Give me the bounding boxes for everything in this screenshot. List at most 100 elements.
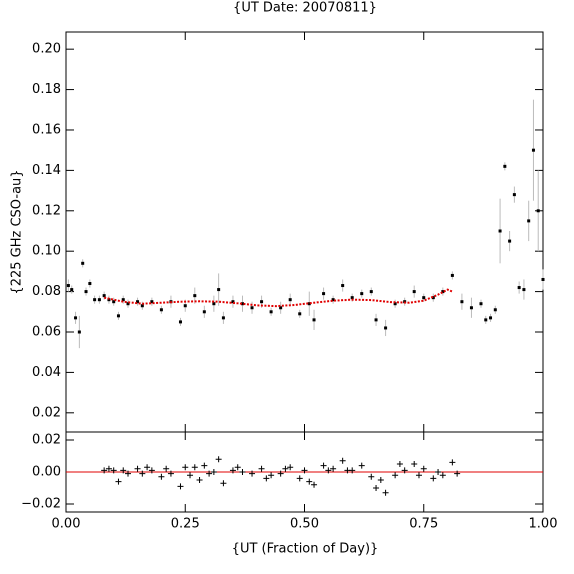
data-point	[522, 288, 526, 292]
data-point	[508, 239, 512, 243]
data-point	[393, 302, 397, 306]
data-point	[312, 318, 316, 322]
residual-point	[258, 465, 265, 472]
chart-title: {UT Date: 20070811}	[233, 1, 377, 16]
y-tick-label: 0.08	[32, 284, 61, 299]
residual-point	[449, 459, 456, 466]
y-tick-label: 0.02	[32, 405, 61, 420]
residual-point	[415, 472, 422, 479]
residual-point	[134, 465, 141, 472]
data-point	[517, 286, 521, 290]
data-point	[217, 288, 221, 292]
residual-point	[229, 467, 236, 474]
residual-point	[220, 480, 227, 487]
data-point	[77, 330, 81, 334]
data-point	[298, 312, 302, 316]
residual-point	[368, 473, 375, 480]
residual-point	[435, 469, 442, 475]
plot-frame	[65, 31, 544, 433]
residual-point	[110, 467, 117, 474]
y-tick-label: 0.02	[32, 433, 61, 448]
data-point	[121, 298, 125, 302]
residual-point	[296, 475, 303, 482]
data-point	[212, 302, 216, 306]
x-tick-label: 1.00	[529, 517, 558, 532]
residual-point	[277, 470, 284, 477]
x-axis-label: {UT (Fraction of Day)}	[232, 542, 379, 557]
data-point	[150, 300, 154, 304]
data-point	[116, 314, 120, 318]
data-point	[536, 209, 540, 213]
residual-point	[105, 465, 112, 472]
data-point	[331, 298, 335, 302]
data-point	[136, 300, 140, 304]
x-tick-label: 0.50	[290, 517, 319, 532]
residual-point	[320, 462, 327, 469]
residual-point	[177, 483, 184, 490]
data-point	[97, 298, 101, 302]
data-point	[512, 193, 516, 197]
data-point	[240, 302, 244, 306]
residual-point	[239, 469, 246, 475]
data-point	[441, 290, 445, 294]
data-point	[88, 282, 92, 286]
y-tick-label: 0.16	[32, 122, 61, 137]
residual-point	[301, 467, 308, 474]
residual-point	[401, 467, 408, 474]
data-point	[412, 290, 416, 294]
data-point	[183, 304, 187, 308]
residual-point	[287, 464, 294, 471]
residual-point	[411, 461, 418, 467]
residual-point	[187, 472, 194, 479]
y-tick-label: 0.20	[32, 42, 61, 57]
fit-line	[103, 288, 453, 308]
residual-point	[358, 462, 365, 469]
data-point	[484, 318, 488, 322]
data-point	[70, 288, 74, 292]
data-point	[531, 148, 535, 152]
data-point	[231, 300, 235, 304]
x-tick-label: 0.25	[171, 517, 200, 532]
residual-point	[163, 465, 170, 472]
residual-point	[249, 470, 256, 477]
residual-point	[382, 489, 389, 496]
data-point	[102, 294, 106, 298]
data-point	[322, 292, 326, 296]
data-point	[178, 320, 182, 324]
residual-point	[396, 461, 403, 467]
data-point	[527, 219, 531, 223]
residual-point	[206, 470, 213, 477]
data-point	[126, 302, 130, 306]
data-point	[74, 316, 78, 320]
residual-point	[101, 467, 108, 474]
data-point	[460, 300, 464, 304]
data-point	[159, 308, 163, 312]
data-point	[112, 300, 116, 304]
data-point	[66, 284, 70, 288]
data-point	[202, 310, 206, 314]
data-point	[93, 298, 97, 302]
data-point	[350, 296, 354, 300]
y-tick-label: 0.12	[32, 203, 61, 218]
y-tick-label: 0.10	[32, 244, 61, 259]
data-point	[193, 294, 197, 298]
data-point	[288, 298, 292, 302]
residual-point	[325, 467, 332, 474]
residual-point	[339, 457, 346, 464]
residual-point	[120, 467, 127, 474]
data-point	[250, 306, 254, 310]
data-point	[384, 326, 388, 330]
residual-point	[263, 475, 270, 482]
residual-point	[377, 477, 384, 483]
residual-point	[392, 472, 399, 479]
residual-point	[182, 464, 189, 471]
y-tick-label: 0.04	[32, 365, 61, 380]
y-tick-label: −0.02	[21, 497, 61, 512]
residual-point	[349, 467, 356, 474]
residual-point	[268, 472, 275, 479]
residual-point	[330, 465, 337, 472]
data-point	[450, 273, 454, 277]
y-tick-label: 0.00	[32, 465, 61, 480]
data-point	[503, 164, 507, 168]
